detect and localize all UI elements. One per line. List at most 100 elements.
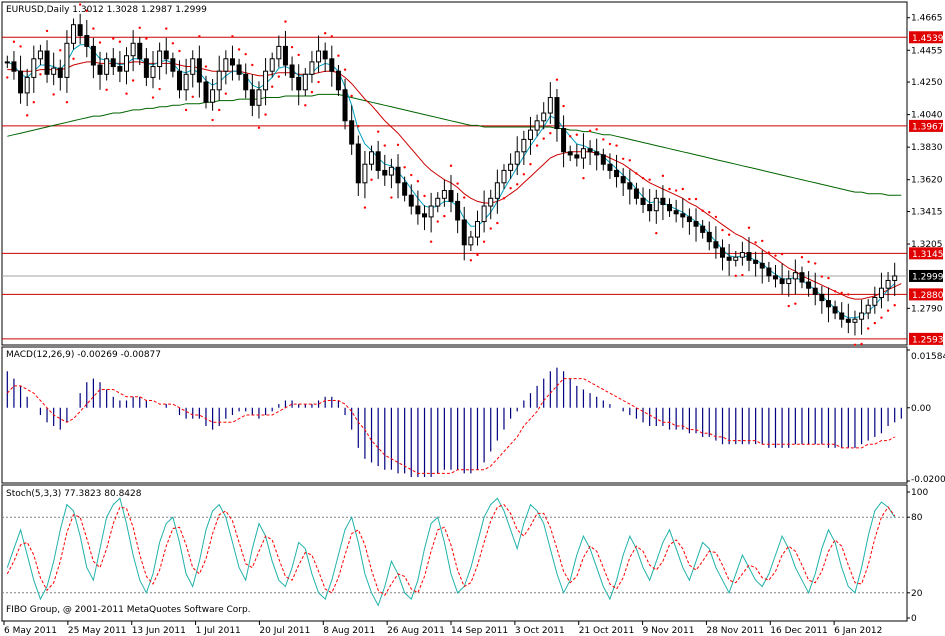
candle-body-129: [859, 312, 865, 320]
candle-body-74: [494, 182, 500, 199]
candle-body-121: [806, 281, 812, 289]
sar-dot-85: [569, 135, 572, 138]
sar-dot-45: [304, 104, 307, 107]
candle-body-95: [633, 188, 639, 199]
sar-dot-44: [297, 53, 300, 57]
sar-dot-128: [853, 343, 857, 346]
macd-panel: 0.01584 0.00 -0.02009: [6, 349, 945, 485]
candle-body-8: [57, 67, 63, 78]
candle-body-99: [660, 197, 666, 206]
candle-body-36: [243, 73, 249, 91]
sar-dot-95: [635, 172, 638, 175]
candle-body-81: [541, 112, 547, 122]
sar-dot-22: [151, 96, 155, 99]
price-tick-label-1: 1.4455: [911, 46, 943, 56]
candle-body-120: [799, 272, 805, 283]
sar-dot-2: [19, 45, 22, 48]
sar-dot-81: [542, 137, 545, 140]
sar-dot-119: [794, 302, 797, 305]
sar-dot-35: [237, 48, 241, 51]
candle-body-77: [514, 151, 520, 165]
sar-dot-58: [390, 196, 393, 199]
candle-body-52: [349, 120, 355, 145]
sar-dot-60: [403, 166, 406, 169]
x-tick-label-7: 14 Sep 2011: [451, 626, 508, 636]
candle-body-63: [422, 213, 428, 218]
candle-body-104: [693, 221, 699, 227]
candle-body-108: [720, 247, 726, 258]
level-label-box-4: [909, 332, 943, 345]
sar-dot-120: [800, 256, 804, 259]
candle-body-22: [150, 66, 156, 78]
candle-body-30: [203, 81, 209, 103]
candle-body-84: [561, 128, 567, 153]
candle-body-114: [759, 262, 765, 269]
candle-body-134: [892, 275, 898, 281]
candle-body-27: [183, 73, 189, 91]
sar-dot-5: [39, 73, 42, 76]
level-label-box-3: [909, 288, 943, 301]
x-tick-label-4: 20 Jul 2011: [259, 626, 310, 636]
candle-body-122: [812, 287, 818, 295]
candle-body-127: [845, 318, 851, 323]
level-label-0: 1.4539: [912, 34, 944, 44]
candle-body-72: [481, 205, 487, 223]
sar-dot-14: [98, 41, 102, 44]
candle-body-70: [468, 236, 474, 246]
candle-body-87: [580, 148, 586, 159]
macd-tick-label-1: 0.00: [911, 404, 931, 414]
candle-body-110: [733, 256, 739, 261]
candle-body-68: [455, 200, 461, 221]
candle-body-67: [448, 190, 454, 202]
sar-dot-113: [754, 241, 757, 244]
candle-body-20: [137, 42, 143, 60]
candle-body-116: [772, 275, 778, 280]
candle-body-78: [521, 138, 527, 153]
sar-dot-107: [714, 215, 718, 219]
current-price-box: [909, 269, 943, 282]
sar-dot-88: [588, 129, 592, 133]
sar-dot-133: [886, 309, 890, 312]
candle-body-100: [667, 204, 673, 212]
sar-dot-47: [317, 80, 320, 84]
candle-body-7: [51, 67, 57, 75]
sar-dot-126: [840, 291, 843, 295]
sar-dot-96: [641, 176, 645, 180]
candle-body-60: [402, 182, 408, 196]
candle-body-49: [329, 58, 335, 72]
sar-dot-127: [847, 293, 850, 296]
candle-body-56: [375, 151, 381, 171]
sar-dot-132: [880, 316, 883, 319]
candle-body-35: [236, 64, 242, 75]
sar-dot-48: [323, 32, 327, 35]
sar-dot-131: [873, 321, 877, 325]
candle-body-83: [554, 97, 560, 130]
sar-dot-61: [410, 173, 413, 177]
main-panel: 1.4665 1.4455 1.4250 1.4040 1.3830 1.3620 1.34…: [2, 3, 944, 346]
sar-dot-41: [277, 75, 281, 78]
candle-body-55: [369, 151, 375, 165]
sar-dot-17: [118, 40, 122, 43]
stoch-signal-line: [6, 503, 896, 597]
sar-dot-23: [158, 87, 161, 91]
candle-body-66: [441, 190, 447, 199]
sar-dot-6: [45, 29, 49, 33]
candle-body-29: [196, 58, 202, 83]
x-tick-label-3: 1 Jul 2011: [196, 626, 241, 636]
sar-dot-33: [224, 92, 228, 95]
candle-body-93: [620, 176, 626, 184]
sar-dot-64: [429, 240, 433, 243]
stoch-panel: 100 80 20 0: [2, 488, 928, 624]
sar-dot-39: [264, 113, 267, 116]
sar-dot-26: [178, 49, 181, 53]
sar-dot-67: [449, 164, 453, 167]
candle-body-105: [700, 225, 706, 233]
sar-dot-100: [668, 187, 671, 191]
sar-dot-93: [621, 157, 625, 160]
stoch-tick-label-1: 80: [911, 513, 923, 523]
sar-dot-51: [343, 68, 347, 71]
x-tick-label-9: 21 Oct 2011: [579, 626, 635, 636]
candle-body-102: [680, 213, 686, 218]
sar-dot-59: [396, 143, 400, 147]
sar-dot-27: [184, 108, 188, 112]
